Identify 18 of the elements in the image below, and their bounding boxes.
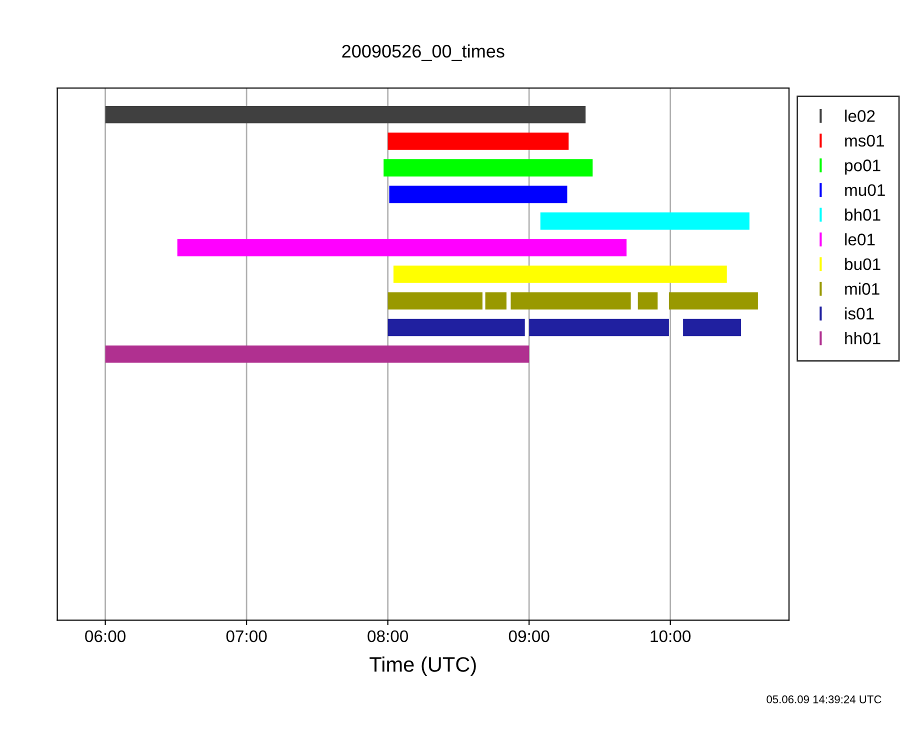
x-tick-label: 09:00 <box>508 630 550 642</box>
x-tick-label: 10:00 <box>650 630 691 642</box>
legend-label: bu01 <box>845 258 880 270</box>
legend-label: mi01 <box>845 282 880 295</box>
legend-label: le01 <box>845 233 875 246</box>
legend-label: po01 <box>845 160 880 175</box>
legend-label: hh01 <box>845 332 880 344</box>
x-tick-label: 07:00 <box>226 630 267 642</box>
legend-label: ms01 <box>845 134 884 147</box>
legend-label: mu01 <box>845 184 885 196</box>
chart-title: 20090526_00_times <box>342 44 504 62</box>
x-tick-label: 08:00 <box>368 630 408 642</box>
legend-label: is01 <box>845 307 874 320</box>
legend-label: bh01 <box>845 208 880 221</box>
text: 05.06.09 14:39:24 UTC <box>766 695 882 704</box>
x-axis-title: Time (UTC) <box>370 656 476 676</box>
x-tick-label: 06:00 <box>85 630 126 642</box>
legend-label: le02 <box>845 110 875 122</box>
